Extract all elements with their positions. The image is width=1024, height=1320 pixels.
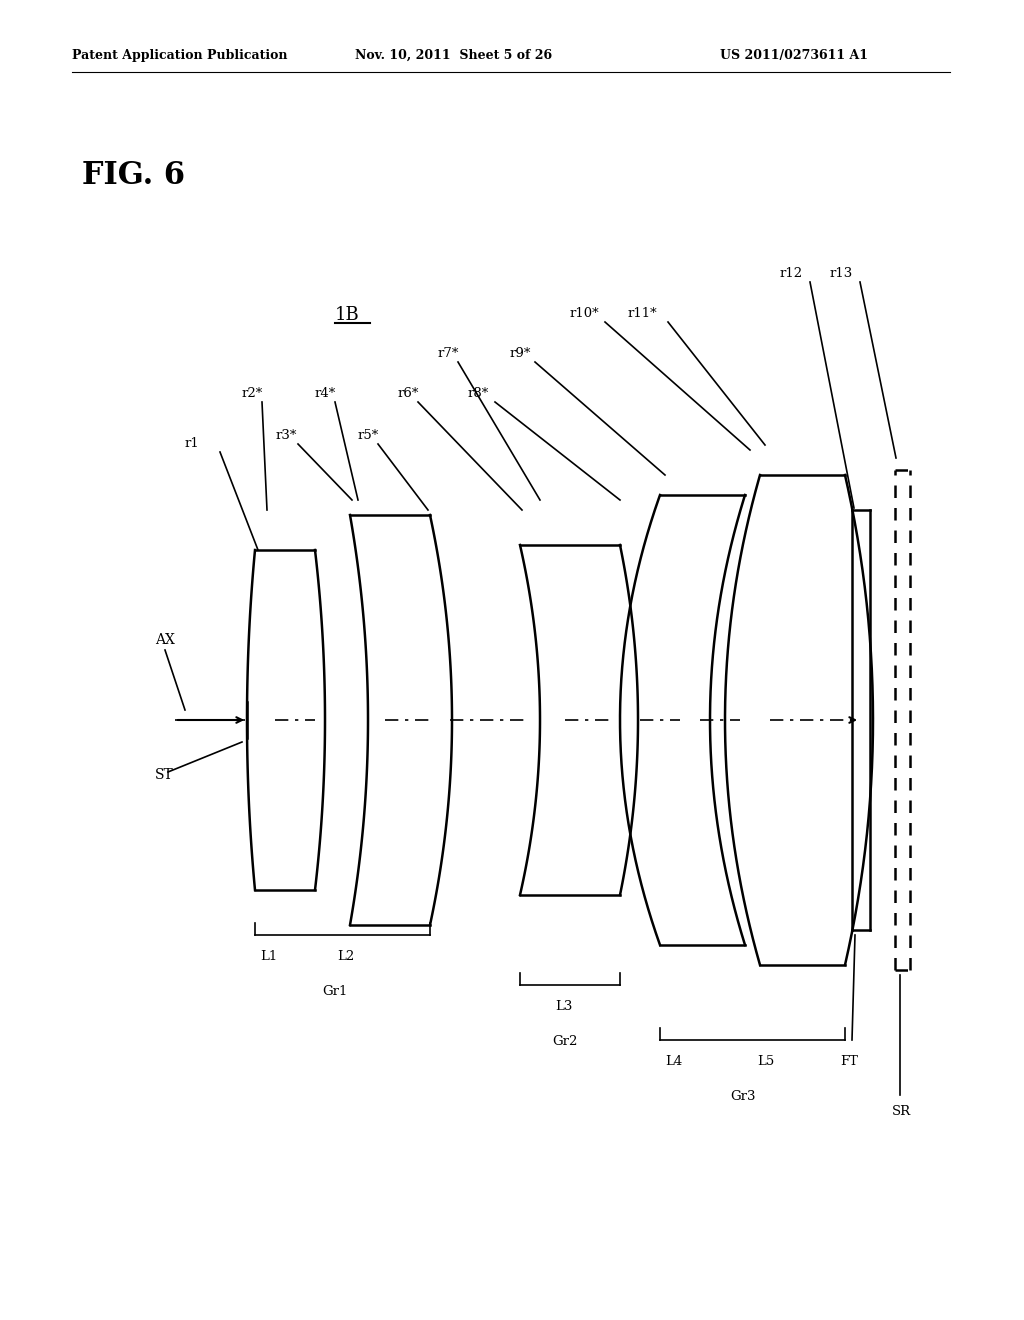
Text: r7*: r7* [438,347,460,360]
Text: L1: L1 [260,950,278,964]
Text: r1: r1 [185,437,200,450]
Text: r9*: r9* [510,347,531,360]
Text: r2*: r2* [242,387,263,400]
Text: FIG. 6: FIG. 6 [82,160,185,190]
Text: Gr3: Gr3 [730,1090,756,1104]
Text: r10*: r10* [570,308,600,319]
Text: r5*: r5* [358,429,379,442]
Text: r13: r13 [830,267,853,280]
Text: r3*: r3* [276,429,297,442]
Text: L5: L5 [757,1055,774,1068]
Text: r6*: r6* [398,387,420,400]
Text: US 2011/0273611 A1: US 2011/0273611 A1 [720,49,868,62]
Text: 1B: 1B [335,306,359,323]
Text: Gr1: Gr1 [322,985,347,998]
Text: Nov. 10, 2011  Sheet 5 of 26: Nov. 10, 2011 Sheet 5 of 26 [355,49,552,62]
Text: L2: L2 [337,950,354,964]
Text: Gr2: Gr2 [552,1035,578,1048]
Text: r12: r12 [780,267,803,280]
Text: r11*: r11* [628,308,657,319]
Text: L3: L3 [555,1001,572,1012]
Text: r8*: r8* [468,387,489,400]
Text: L4: L4 [665,1055,682,1068]
Text: ST: ST [155,768,174,781]
Text: r4*: r4* [315,387,336,400]
Text: AX: AX [155,634,175,647]
Text: Patent Application Publication: Patent Application Publication [72,49,288,62]
Text: FT: FT [840,1055,858,1068]
Text: SR: SR [892,1105,911,1118]
